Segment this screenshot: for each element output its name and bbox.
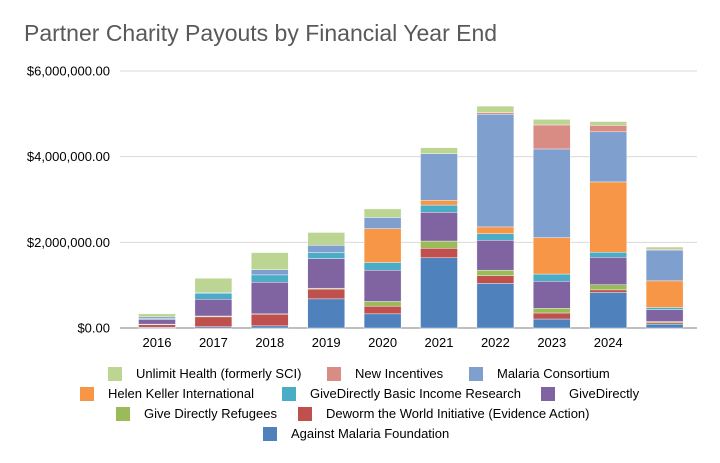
bar-segment (533, 281, 571, 309)
chart-title: Partner Charity Payouts by Financial Yea… (24, 20, 498, 46)
bar-stack (194, 278, 233, 329)
x-tick-label: 2020 (368, 335, 397, 350)
bar-segment (645, 246, 684, 250)
bar-segment (533, 312, 571, 320)
bar-segment (589, 284, 627, 291)
bar-segment (194, 293, 233, 300)
bar-stack (363, 208, 402, 329)
bar-segment (307, 288, 345, 300)
bar-segment (533, 237, 571, 275)
y-tick-labels: $0.00 $2,000,000.00 $4,000,000.00 $6,000,00… (27, 64, 110, 336)
x-tick-label: 2023 (537, 335, 566, 350)
y-tick-label: $2,000,000.00 (27, 235, 110, 250)
x-tick-labels: 2016 2017 2018 2019 2020 2021 2022 2023 2024 (143, 335, 623, 350)
bar-segment (138, 319, 176, 325)
bar-segment (194, 299, 233, 317)
bars (138, 105, 684, 329)
bar-segment (363, 262, 402, 271)
bar-segment (251, 252, 289, 270)
bar-segment (363, 301, 402, 307)
bar-stack (533, 119, 571, 329)
bar-segment (420, 257, 458, 329)
bar-segment (589, 292, 627, 329)
bar-segment (307, 252, 345, 259)
bar-segment (589, 181, 627, 253)
bar-segment (589, 131, 627, 183)
bar-segment (307, 258, 345, 289)
bar-segment (194, 278, 233, 293)
bar-segment (363, 208, 402, 218)
bar-segment (420, 212, 458, 242)
bar-segment (420, 147, 458, 154)
bar-segment (476, 239, 515, 271)
bar-segment (645, 307, 684, 310)
x-tick-label: 2019 (312, 335, 341, 350)
bar-stack (476, 105, 515, 329)
bar-stack (420, 147, 458, 329)
bar-segment (251, 314, 289, 327)
bar-segment (589, 125, 627, 133)
bar-segment (420, 153, 458, 201)
bar-segment (476, 269, 515, 276)
bar-segment (645, 280, 684, 308)
bar-stack (589, 121, 627, 329)
bar-segment (533, 308, 571, 314)
bar-segment (420, 204, 458, 213)
x-tick-label: 2016 (143, 335, 172, 350)
bar-segment (476, 275, 515, 284)
y-tick-label: $4,000,000.00 (27, 149, 110, 164)
bar-segment (645, 249, 684, 282)
bar-segment (138, 324, 176, 328)
bar-segment (645, 323, 684, 329)
x-tick-label: 2022 (481, 335, 510, 350)
bar-segment (251, 325, 289, 329)
bar-segment (476, 226, 515, 234)
bar-segment (476, 112, 515, 115)
x-tick-label: 2024 (594, 335, 623, 350)
x-tick-label: 2018 (255, 335, 284, 350)
bar-segment (476, 283, 515, 329)
y-tick-label: $6,000,000.00 (27, 64, 110, 79)
bar-segment (194, 316, 233, 327)
bar-segment (363, 228, 402, 263)
bar-segment (533, 318, 571, 329)
bar-segment (363, 313, 402, 329)
bar-segment (251, 269, 289, 276)
x-tick-label: 2017 (199, 335, 228, 350)
bar-segment (476, 233, 515, 241)
bar-segment (589, 251, 627, 258)
bar-segment (138, 313, 176, 318)
bar-segment (589, 289, 627, 293)
bar-segment (589, 121, 627, 126)
y-tick-label: $0.00 (77, 321, 110, 336)
bar-segment (476, 105, 515, 113)
bar-segment (420, 248, 458, 258)
bar-segment (363, 217, 402, 229)
bar-stack (645, 246, 684, 329)
bar-stack (251, 252, 289, 329)
bar-segment (363, 305, 402, 315)
bar-segment (533, 148, 571, 238)
bar-segment (138, 316, 176, 319)
bar-segment (307, 232, 345, 246)
bar-segment (533, 124, 571, 150)
bar-segment (251, 274, 289, 283)
x-tick-label: 2021 (425, 335, 454, 350)
bar-segment (589, 257, 627, 285)
bar-segment (307, 245, 345, 253)
bar-segment (420, 200, 458, 206)
bar-segment (533, 273, 571, 282)
bar-segment (645, 309, 684, 322)
bar-segment (420, 240, 458, 249)
bar-segment (363, 269, 402, 302)
bar-stack (138, 313, 176, 329)
bar-segment (533, 119, 571, 126)
bar-segment (307, 298, 345, 329)
bar-segment (476, 114, 515, 228)
bar-segment (251, 281, 289, 315)
bar-stack (307, 232, 345, 329)
